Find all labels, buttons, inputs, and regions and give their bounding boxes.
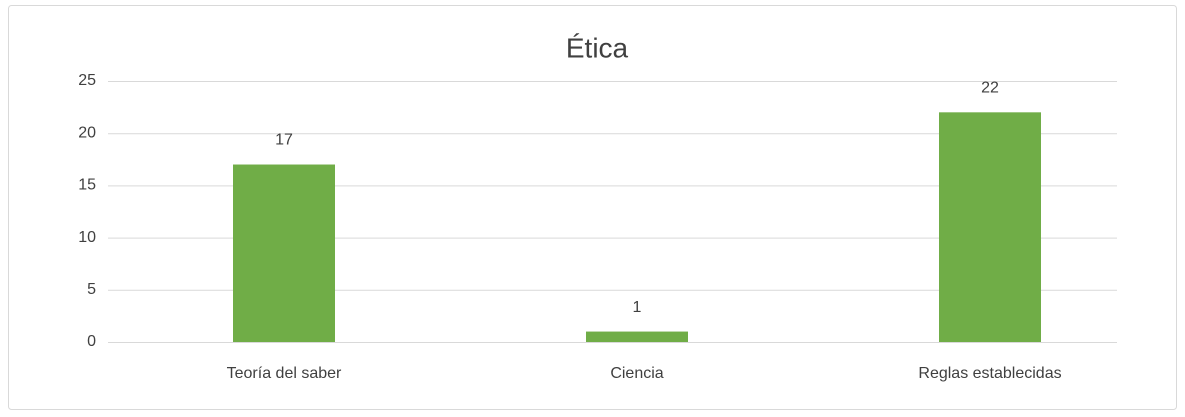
x-tick-label: Teoría del saber: [227, 365, 342, 382]
bar: [233, 164, 335, 342]
data-label: 17: [275, 132, 293, 149]
x-tick-label: Reglas establecidas: [918, 365, 1061, 382]
y-tick-label: 15: [78, 177, 96, 194]
y-tick-label: 25: [78, 72, 96, 89]
y-tick-label: 5: [87, 281, 96, 298]
y-tick-label: 10: [78, 229, 96, 246]
data-label: 22: [981, 80, 999, 97]
chart-title: Ética: [566, 32, 629, 63]
y-tick-label: 20: [78, 124, 96, 141]
x-tick-label: Ciencia: [610, 365, 663, 382]
bar: [586, 331, 688, 342]
bar: [939, 112, 1041, 342]
y-tick-label: 0: [87, 333, 96, 350]
data-label: 1: [633, 299, 642, 316]
